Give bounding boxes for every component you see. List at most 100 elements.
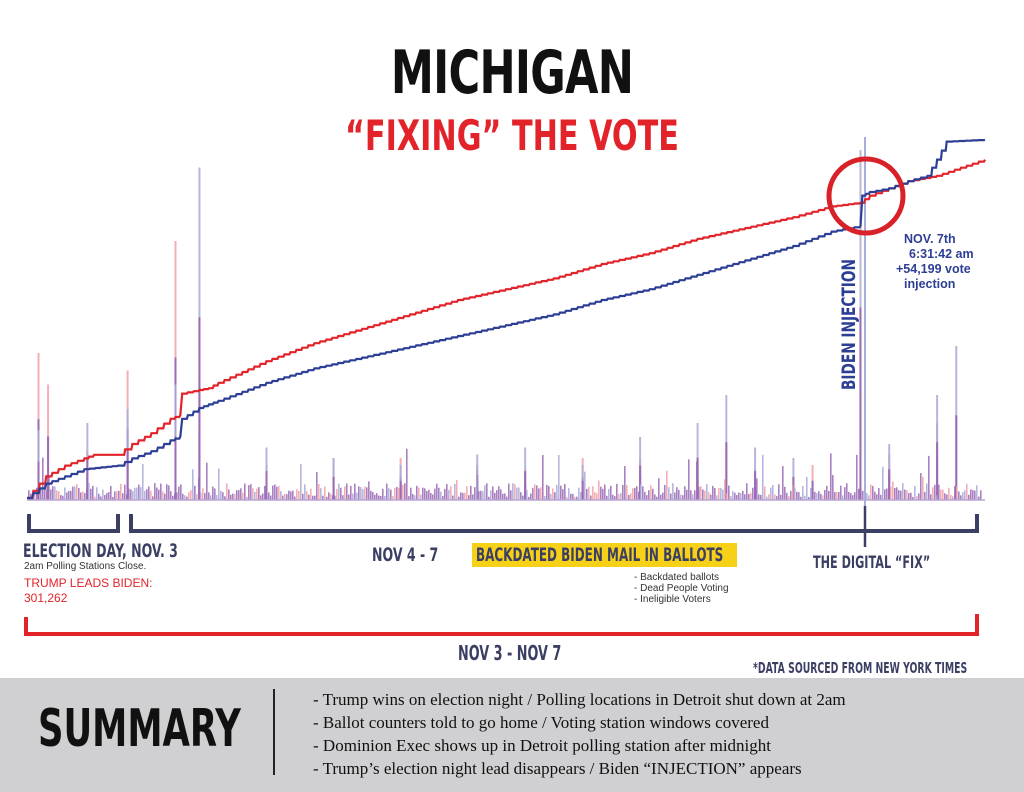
batch-bar [170, 491, 172, 500]
batch-bar [708, 492, 710, 500]
batch-bar [714, 488, 716, 500]
batch-bar [376, 493, 378, 500]
batch-bar [318, 484, 320, 500]
batch-bar [478, 491, 480, 500]
batch-bar [48, 476, 50, 500]
batch-bar [364, 486, 366, 500]
batch-bar [582, 489, 584, 500]
batch-bar [578, 487, 580, 500]
batch-bar [682, 495, 684, 500]
batch-bar [432, 494, 434, 500]
batch-bar [528, 496, 530, 500]
batch-bar [88, 483, 90, 500]
batch-bar [140, 487, 142, 500]
batch-bar [762, 454, 764, 500]
batch-bar [974, 490, 976, 500]
backdated-item: - Dead People Voting [634, 583, 729, 594]
batch-bar [552, 488, 554, 500]
batch-bar [516, 487, 518, 500]
batch-bar [624, 465, 626, 500]
batch-bar [586, 488, 588, 500]
batch-bar [444, 488, 446, 500]
batch-bar [182, 493, 184, 500]
batch-bar [40, 489, 42, 500]
batch-bar [74, 486, 76, 500]
batch-bar [130, 489, 132, 500]
batch-bar [782, 466, 784, 500]
batch-bar [46, 489, 48, 500]
batch-bar [900, 490, 902, 500]
batch-bar [952, 496, 954, 500]
batch-bar [396, 487, 398, 500]
batch-bar [270, 495, 272, 500]
batch-bar [668, 487, 670, 500]
batch-bar [476, 469, 478, 500]
batch-bar [644, 491, 646, 500]
batch-bar [736, 495, 738, 500]
batch-bar [220, 490, 222, 500]
batch-bar [76, 484, 78, 500]
batch-bar [640, 484, 642, 500]
batch-bar [462, 492, 464, 500]
batch-bar [290, 491, 292, 500]
batch-bar [230, 494, 232, 500]
batch-bar [634, 487, 636, 500]
batch-bar [144, 490, 146, 500]
batch-bar [630, 493, 632, 500]
batch-bar [354, 483, 356, 500]
batch-bar [540, 487, 542, 500]
batch-bar [526, 489, 528, 500]
batch-bar [464, 492, 466, 500]
batch-bar [54, 486, 56, 500]
batch-bar [532, 487, 534, 500]
batch-bar [808, 496, 810, 500]
batch-bar [242, 492, 244, 500]
batch-bar [362, 489, 364, 500]
batch-bar [676, 487, 678, 500]
batch-bar [72, 486, 74, 500]
batch-bar [942, 489, 944, 500]
batch-bar [218, 468, 220, 500]
batch-bar [348, 494, 350, 500]
batch-bar [602, 488, 604, 500]
batch-bar [970, 489, 972, 500]
batch-bar [772, 485, 774, 500]
batch-bar [826, 485, 828, 500]
batch-bar [366, 487, 368, 500]
batch-bar [204, 493, 206, 500]
batch-bar [862, 490, 864, 500]
batch-bar [946, 494, 948, 500]
batch-bar [860, 488, 862, 500]
batch-bar [780, 494, 782, 500]
batch-bar [404, 483, 406, 500]
batch-bar [484, 485, 486, 500]
batch-bar [266, 495, 268, 500]
batch-bar [806, 476, 808, 500]
batch-bar [530, 493, 532, 500]
batch-bar [906, 490, 908, 500]
batch-bar [662, 492, 664, 500]
batch-bar [394, 487, 396, 500]
overlap-batch-bar [754, 471, 757, 500]
batch-bar [500, 489, 502, 500]
batch-bar [384, 495, 386, 500]
batch-bar [150, 490, 152, 500]
batch-bar [918, 493, 920, 500]
batch-bar [94, 496, 96, 500]
summary-item: - Trump wins on election night / Polling… [313, 690, 846, 709]
batch-bar [830, 453, 832, 500]
batch-bar [560, 485, 562, 500]
batch-bar [878, 487, 880, 500]
batch-bar [670, 493, 672, 500]
batch-bar [754, 486, 756, 500]
batch-bar [588, 486, 590, 500]
batch-bar [260, 495, 262, 500]
batch-bar [570, 493, 572, 500]
batch-bar [614, 496, 616, 500]
batch-bar [892, 481, 894, 500]
batch-bar [60, 495, 62, 500]
batch-bar [920, 472, 922, 500]
batch-bar [322, 495, 324, 500]
batch-bar [840, 485, 842, 500]
batch-bar [758, 494, 760, 500]
